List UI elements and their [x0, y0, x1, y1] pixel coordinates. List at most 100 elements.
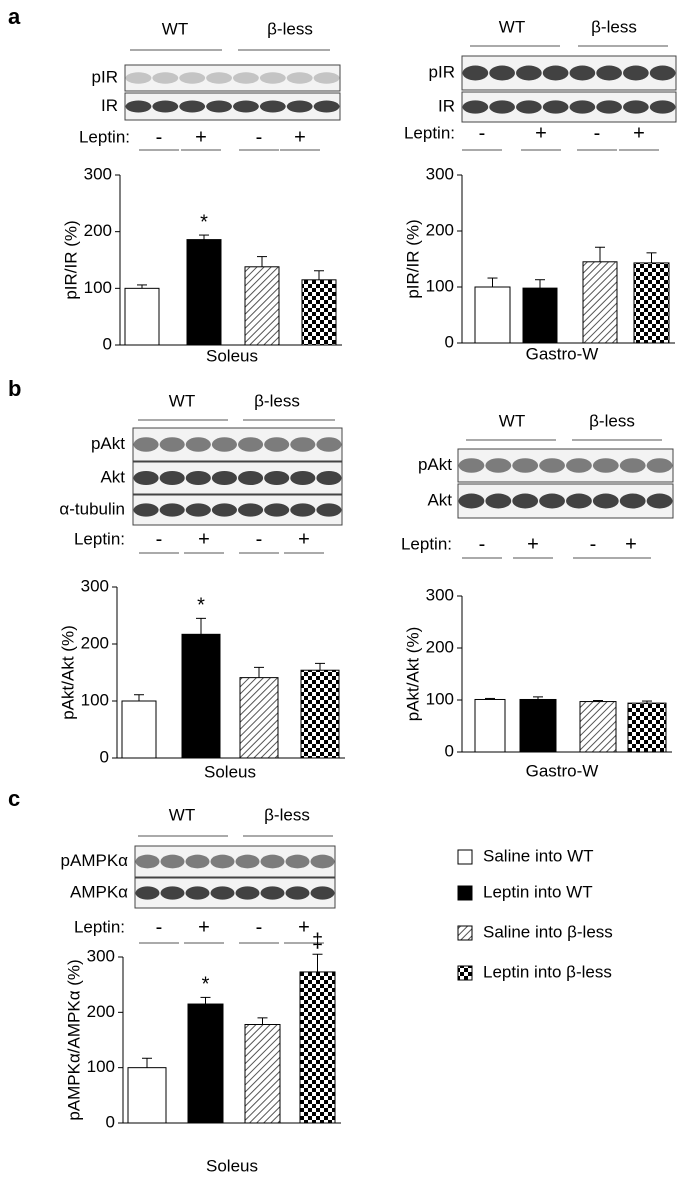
y-tick-label: 200 — [84, 221, 112, 240]
y-tick-label: 100 — [81, 690, 109, 709]
blot-band — [512, 493, 539, 509]
bar — [127, 1067, 167, 1124]
blot-band — [316, 470, 342, 486]
blot-band — [316, 503, 342, 517]
treatment-sign: - — [594, 122, 601, 144]
y-tick-label: 300 — [81, 576, 109, 595]
blot-band — [238, 503, 264, 517]
treatment-label: Leptin: — [74, 917, 125, 936]
blot-band — [316, 437, 342, 452]
blot-band — [485, 493, 512, 509]
bar — [239, 677, 279, 759]
blot-band — [310, 886, 335, 900]
blot-band — [623, 100, 649, 114]
blot-band — [135, 886, 160, 900]
blot-row-label: α-tubulin — [59, 499, 125, 518]
blot-row-label: pAMPKα — [61, 851, 129, 870]
bar — [301, 279, 337, 346]
blot-band — [569, 100, 596, 114]
blot-band — [235, 886, 260, 900]
treatment-label: Leptin: — [401, 534, 452, 553]
blot-row-label: pIR — [92, 67, 118, 86]
blot-band — [619, 493, 646, 509]
blot-band — [159, 437, 185, 452]
blot-band — [569, 65, 596, 81]
blot-band — [210, 854, 235, 869]
blot-band — [516, 65, 542, 81]
treatment-sign: + — [625, 533, 637, 555]
panel-letter: a — [8, 4, 21, 29]
blot-band — [185, 470, 211, 486]
bar — [186, 239, 222, 346]
bar — [124, 287, 160, 346]
blot-band — [160, 854, 185, 869]
treatment-sign: + — [294, 126, 306, 148]
blot-band — [238, 437, 264, 452]
annotation: ‡ — [312, 931, 323, 953]
group-label: WT — [169, 391, 195, 410]
treatment-sign: + — [198, 528, 210, 550]
blot-band — [596, 100, 622, 114]
y-tick-label: 0 — [445, 741, 454, 760]
y-tick-label: 0 — [100, 747, 109, 766]
blot-band — [489, 100, 515, 114]
blot-band — [286, 100, 313, 113]
y-tick-label: 0 — [106, 1112, 115, 1131]
x-axis-label: Gastro-W — [526, 761, 599, 780]
blot-row-label: Akt — [100, 467, 125, 486]
y-tick-label: 300 — [426, 164, 454, 183]
blot-row-label: pAkt — [91, 434, 125, 453]
blot-band — [206, 72, 232, 84]
bar — [582, 261, 618, 344]
bar — [181, 633, 221, 759]
treatment-label: Leptin: — [79, 127, 130, 146]
blot-band — [179, 72, 206, 84]
blot-band — [623, 65, 649, 81]
group-label: WT — [169, 805, 195, 824]
treatment-sign: - — [256, 126, 263, 148]
blot-band — [133, 470, 159, 486]
legend-swatch — [457, 849, 473, 865]
legend-label: Saline into β-less — [483, 922, 613, 941]
blot-band — [285, 886, 310, 900]
x-axis-label: Soleus — [206, 346, 258, 365]
y-tick-label: 0 — [445, 332, 454, 351]
blot-band — [649, 100, 676, 114]
blot-band — [133, 437, 159, 452]
bar — [474, 286, 511, 344]
blot-band — [286, 72, 313, 84]
bar — [474, 698, 506, 753]
treatment-sign: + — [198, 916, 210, 938]
blot-band — [290, 470, 316, 486]
blot-band — [458, 493, 485, 509]
legend-swatch — [457, 965, 473, 981]
blot-band — [233, 72, 259, 84]
blot-band — [152, 72, 179, 84]
blot-band — [485, 458, 512, 473]
treatment-sign: + — [633, 122, 645, 144]
blot-band — [290, 503, 316, 517]
legend-label: Leptin into β-less — [483, 962, 612, 981]
y-axis-label: pIR/IR (%) — [61, 220, 80, 299]
treatment-sign: + — [298, 528, 310, 550]
treatment-sign: - — [590, 533, 597, 555]
bar — [300, 669, 340, 759]
y-tick-label: 300 — [426, 585, 454, 604]
blot-band — [264, 437, 290, 452]
blot-band — [179, 100, 206, 113]
bar — [244, 266, 280, 346]
panel-letter: c — [8, 786, 20, 811]
treatment-sign: - — [256, 528, 263, 550]
blot-band — [619, 458, 646, 473]
y-tick-label: 100 — [87, 1057, 115, 1076]
blot-band — [542, 100, 569, 114]
x-axis-label: Gastro-W — [526, 344, 599, 363]
y-tick-label: 200 — [87, 1002, 115, 1021]
treatment-label: Leptin: — [404, 123, 455, 142]
blot-band — [211, 503, 237, 517]
blot-band — [233, 100, 259, 113]
panel-letter: b — [8, 376, 21, 401]
legend-swatch — [457, 925, 473, 941]
y-tick-label: 200 — [426, 637, 454, 656]
bar — [633, 262, 670, 344]
